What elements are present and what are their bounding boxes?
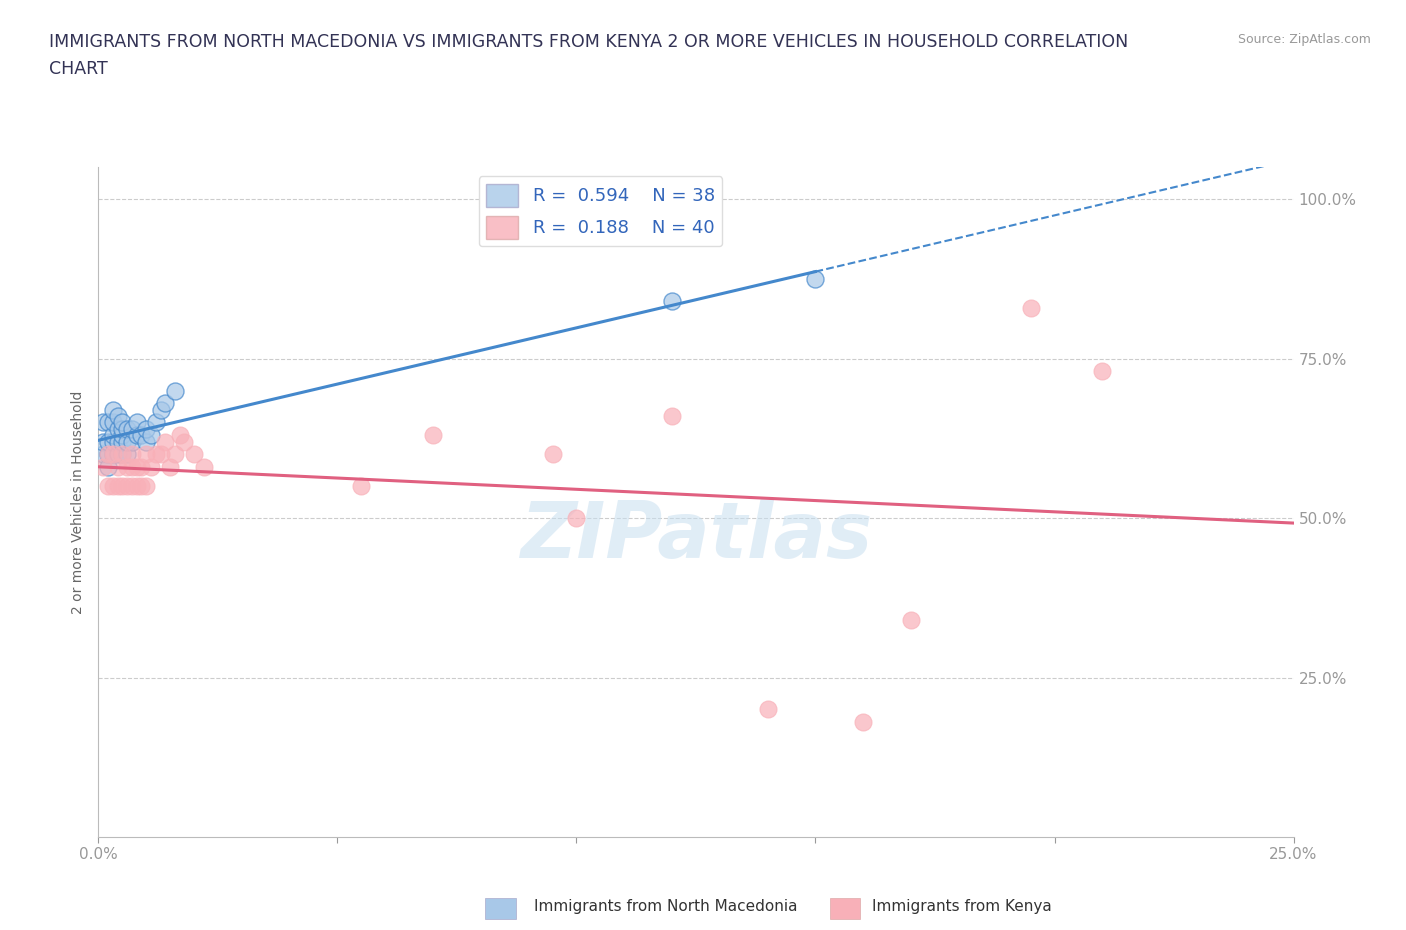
Point (159, 459, 181, 474)
Point (173, 434, 195, 449)
Point (155, 434, 177, 449)
Text: Immigrants from North Macedonia: Immigrants from North Macedonia (534, 899, 797, 914)
Point (115, 421, 138, 436)
Point (97, 447, 120, 462)
Legend: R =  0.594    N = 38, R =  0.188    N = 40: R = 0.594 N = 38, R = 0.188 N = 40 (478, 177, 723, 246)
Point (111, 434, 134, 449)
Point (97, 479, 120, 494)
Point (101, 428, 124, 443)
Point (149, 403, 172, 418)
Point (169, 428, 191, 443)
Text: IMMIGRANTS FROM NORTH MACEDONIA VS IMMIGRANTS FROM KENYA 2 OR MORE VEHICLES IN H: IMMIGRANTS FROM NORTH MACEDONIA VS IMMIG… (49, 33, 1129, 50)
Text: CHART: CHART (49, 60, 108, 78)
Point (125, 479, 148, 494)
Point (97, 459, 120, 474)
Point (97, 415, 120, 430)
Point (135, 434, 157, 449)
Point (91, 459, 114, 474)
Point (115, 459, 138, 474)
Point (139, 459, 162, 474)
Point (900, 613, 922, 628)
Point (125, 428, 148, 443)
Point (756, 702, 779, 717)
Point (91, 434, 114, 449)
Point (121, 459, 143, 474)
Point (145, 415, 167, 430)
Point (107, 459, 129, 474)
Point (422, 428, 444, 443)
Point (107, 421, 129, 436)
Point (101, 403, 124, 418)
Point (163, 383, 186, 398)
Point (107, 447, 129, 462)
Point (135, 447, 157, 462)
Point (107, 479, 129, 494)
Text: Immigrants from Kenya: Immigrants from Kenya (872, 899, 1052, 914)
Point (97, 447, 120, 462)
Point (804, 272, 827, 286)
Point (91, 415, 114, 430)
Point (121, 447, 143, 462)
Point (661, 294, 683, 309)
Point (131, 428, 153, 443)
Point (350, 479, 373, 494)
Point (101, 447, 124, 462)
Point (125, 459, 148, 474)
Point (115, 447, 138, 462)
Point (111, 428, 134, 443)
Point (107, 408, 129, 423)
Point (183, 447, 205, 462)
Point (111, 415, 134, 430)
Point (149, 447, 172, 462)
Point (101, 479, 124, 494)
Point (1091, 364, 1114, 379)
Point (115, 434, 138, 449)
Text: Source: ZipAtlas.com: Source: ZipAtlas.com (1237, 33, 1371, 46)
Point (121, 479, 143, 494)
Point (111, 447, 134, 462)
Point (1019, 300, 1042, 315)
Point (135, 421, 157, 436)
Point (139, 428, 162, 443)
Point (115, 479, 138, 494)
Point (101, 415, 124, 430)
Point (541, 447, 564, 462)
Point (107, 434, 129, 449)
Point (131, 459, 153, 474)
Point (91, 447, 114, 462)
Point (852, 715, 875, 730)
Point (145, 447, 167, 462)
Point (101, 447, 124, 462)
Y-axis label: 2 or more Vehicles in Household: 2 or more Vehicles in Household (70, 391, 84, 614)
Point (565, 511, 588, 525)
Point (125, 415, 148, 430)
Point (155, 396, 177, 411)
Point (163, 447, 186, 462)
Point (121, 421, 143, 436)
Point (193, 459, 215, 474)
Point (97, 434, 120, 449)
Text: ZIPatlas: ZIPatlas (520, 498, 872, 574)
Point (135, 479, 157, 494)
Point (121, 434, 143, 449)
Point (101, 434, 124, 449)
Point (111, 479, 134, 494)
Point (111, 421, 134, 436)
Point (661, 408, 683, 423)
Point (131, 479, 153, 494)
Point (111, 447, 134, 462)
